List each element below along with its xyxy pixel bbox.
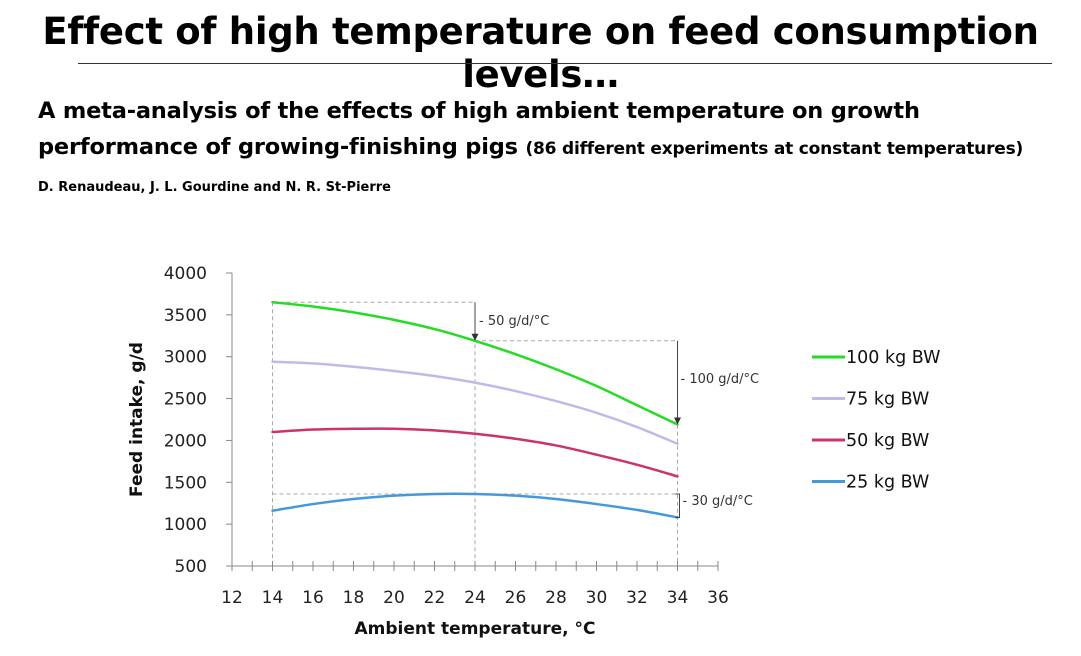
annotation-arrow-2-head <box>674 417 681 425</box>
series-line-50-kg-bw <box>271 427 679 478</box>
series-line-100-kg-bw <box>271 301 679 426</box>
chart-axes: 500 1000 1500 2000 2500 3000 3500 4000 12 14 16 18 2… <box>127 264 729 639</box>
legend-label: 100 kg BW <box>846 348 940 368</box>
paper-title-line-2: performance of growing-finishing pigs (8… <box>38 129 1058 167</box>
y-tick-label: 3000 <box>164 348 207 368</box>
x-axis-title: Ambient temperature, °C <box>355 619 596 639</box>
chart-legend: 100 kg BW 75 kg BW 50 kg BW 25 kg BW <box>812 348 940 493</box>
series-line-25-kg-bw <box>271 492 679 519</box>
x-tick-label: 16 <box>302 588 324 608</box>
legend-label: 75 kg BW <box>846 390 929 410</box>
x-tick-label: 20 <box>383 588 405 608</box>
y-tick-label: 500 <box>175 557 207 577</box>
annotation-bracket-3 <box>675 493 680 518</box>
y-tick-label: 1000 <box>164 515 207 535</box>
y-tick-label: 1500 <box>164 473 207 493</box>
annotation-label-1: - 50 g/d/°C <box>479 314 549 329</box>
series-line-75-kg-bw <box>271 360 679 446</box>
annotation-label-2: - 100 g/d/°C <box>681 372 760 387</box>
x-tick-label: 14 <box>262 588 284 608</box>
x-tick-label: 12 <box>221 588 243 608</box>
x-tick-label: 30 <box>586 588 608 608</box>
paper-authors: D. Renaudeau, J. L. Gourdine and N. R. S… <box>38 180 391 195</box>
paper-title-line-2-text: performance of growing-finishing pigs <box>38 134 518 160</box>
paper-title: A meta-analysis of the effects of high a… <box>38 93 1058 167</box>
x-tick-label: 22 <box>424 588 446 608</box>
y-tick-label: 4000 <box>164 264 207 284</box>
x-tick-label: 36 <box>707 588 729 608</box>
legend-label: 50 kg BW <box>846 431 929 451</box>
title-underline <box>78 63 1052 64</box>
annotation-arrow-1-head <box>471 333 479 341</box>
chart-series <box>271 301 679 519</box>
x-tick-label: 18 <box>343 588 365 608</box>
x-tick-label: 34 <box>667 588 689 608</box>
y-tick-label: 2500 <box>164 390 207 410</box>
x-tick-label: 24 <box>464 588 486 608</box>
y-axis-title: Feed intake, g/d <box>127 342 147 497</box>
x-tick-label: 28 <box>545 588 567 608</box>
x-tick-label: 32 <box>626 588 648 608</box>
paper-title-line-1: A meta-analysis of the effects of high a… <box>38 98 920 124</box>
chart-annotations: - 50 g/d/°C - 100 g/d/°C - 30 g/d/°C <box>471 302 760 518</box>
paper-title-note: (86 different experiments at constant te… <box>525 139 1024 159</box>
legend-label: 25 kg BW <box>846 473 929 493</box>
slide-title: Effect of high temperature on feed consu… <box>42 10 1039 96</box>
x-tick-label: 26 <box>505 588 527 608</box>
annotation-label-3: - 30 g/d/°C <box>683 494 753 509</box>
y-tick-label: 2000 <box>164 431 207 451</box>
y-tick-label: 3500 <box>164 306 207 326</box>
